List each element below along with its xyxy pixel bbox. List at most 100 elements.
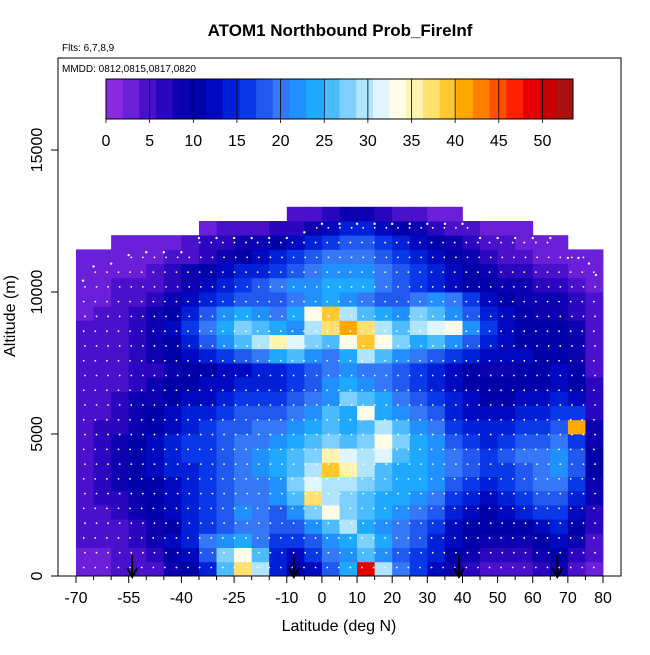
heatmap-cell (532, 348, 551, 364)
track-dot (152, 359, 155, 362)
track-dot (534, 389, 537, 392)
heatmap-cell (198, 235, 217, 250)
track-dot (443, 404, 446, 406)
heatmap-cell (339, 348, 358, 364)
track-dot (384, 537, 387, 539)
heatmap-cell (198, 391, 217, 406)
track-dot (430, 507, 433, 510)
track-dot (269, 285, 272, 288)
heatmap-cell (462, 533, 481, 548)
track-dot (339, 463, 341, 465)
track-dot (592, 330, 595, 333)
heatmap-cell (409, 476, 428, 492)
track-dot (350, 492, 353, 495)
track-dot (269, 463, 272, 465)
track-dot (117, 477, 120, 480)
heatmap-cell (321, 306, 340, 321)
track-dot (431, 315, 434, 318)
heatmap-cell (234, 277, 253, 293)
heatmap-cell (409, 348, 428, 364)
track-dot (384, 241, 387, 244)
track-dot (501, 463, 504, 465)
track-dot (279, 507, 282, 510)
heatmap-cell (357, 476, 376, 492)
track-dot (430, 271, 433, 274)
track-dot (594, 492, 596, 495)
heatmap-cell (111, 505, 130, 520)
heatmap-cell (444, 377, 463, 392)
track-dot (430, 300, 433, 303)
heatmap-cell (427, 419, 446, 435)
track-dot (569, 330, 572, 333)
track-dot (141, 433, 144, 436)
track-dot (107, 492, 110, 495)
track-dot (566, 256, 570, 260)
heatmap-cell (321, 462, 340, 477)
heatmap-cell (321, 533, 340, 548)
track-dot (187, 271, 189, 274)
track-dot (534, 448, 537, 451)
track-dot (188, 551, 191, 554)
heatmap-cell (286, 448, 305, 463)
track-dot (175, 300, 178, 303)
track-dot (94, 507, 97, 510)
heatmap-cell (550, 519, 569, 534)
heatmap-cell (304, 434, 323, 449)
dates-annotation: MMDD: 0812,0815,0817,0820 (62, 64, 196, 75)
track-dot (362, 522, 365, 525)
heatmap-cell (286, 391, 305, 406)
track-dot (546, 537, 549, 539)
track-dot (524, 551, 527, 554)
track-dot (466, 522, 469, 525)
track-dot (233, 448, 236, 451)
track-dot (337, 359, 340, 362)
heatmap-cell (216, 306, 235, 321)
track-dot (431, 492, 434, 495)
heatmap-cell (357, 405, 376, 421)
track-dot (397, 226, 399, 229)
track-dot (373, 463, 376, 465)
heatmap-cell (128, 334, 147, 350)
track-dot (245, 359, 247, 362)
track-dot (523, 566, 526, 569)
heatmap-cell (515, 561, 534, 577)
track-dot (569, 271, 572, 274)
track-dot (269, 551, 272, 554)
track-dot (176, 345, 179, 347)
track-dot (82, 477, 85, 480)
heatmap-cell (550, 434, 569, 449)
heatmap-cell (76, 519, 94, 534)
track-dot (587, 262, 591, 265)
track-dot (373, 551, 376, 554)
heatmap-cell (462, 448, 481, 463)
track-dot (188, 433, 191, 436)
track-dot (373, 433, 376, 436)
track-dot (198, 477, 201, 480)
track-dot (95, 522, 98, 525)
heatmap-cell (567, 334, 586, 350)
track-dot (536, 522, 538, 525)
heatmap-cell (93, 505, 112, 520)
track-dot (478, 404, 481, 406)
chart-title: ATOM1 Northbound Prob_FireInf (208, 21, 473, 40)
heatmap-cell (567, 348, 586, 364)
heatmap-cell (515, 348, 534, 364)
track-dot (223, 256, 225, 259)
heatmap-cell (146, 419, 165, 435)
heatmap-cell (163, 263, 182, 279)
heatmap-cell (480, 391, 498, 406)
heatmap-cell (339, 334, 358, 350)
heatmap-cell (567, 519, 586, 534)
track-dot (256, 448, 259, 451)
track-dot (117, 359, 120, 362)
heatmap-cell (550, 263, 569, 279)
heatmap-cell (497, 448, 516, 463)
track-dot (362, 285, 365, 288)
heatmap-cell (269, 221, 288, 236)
track-dot (245, 448, 247, 451)
heatmap-cell (93, 363, 112, 378)
track-dot (279, 566, 282, 569)
x-tick-label: -40 (170, 590, 193, 607)
heatmap-cell (339, 391, 358, 406)
track-dot (257, 551, 260, 554)
